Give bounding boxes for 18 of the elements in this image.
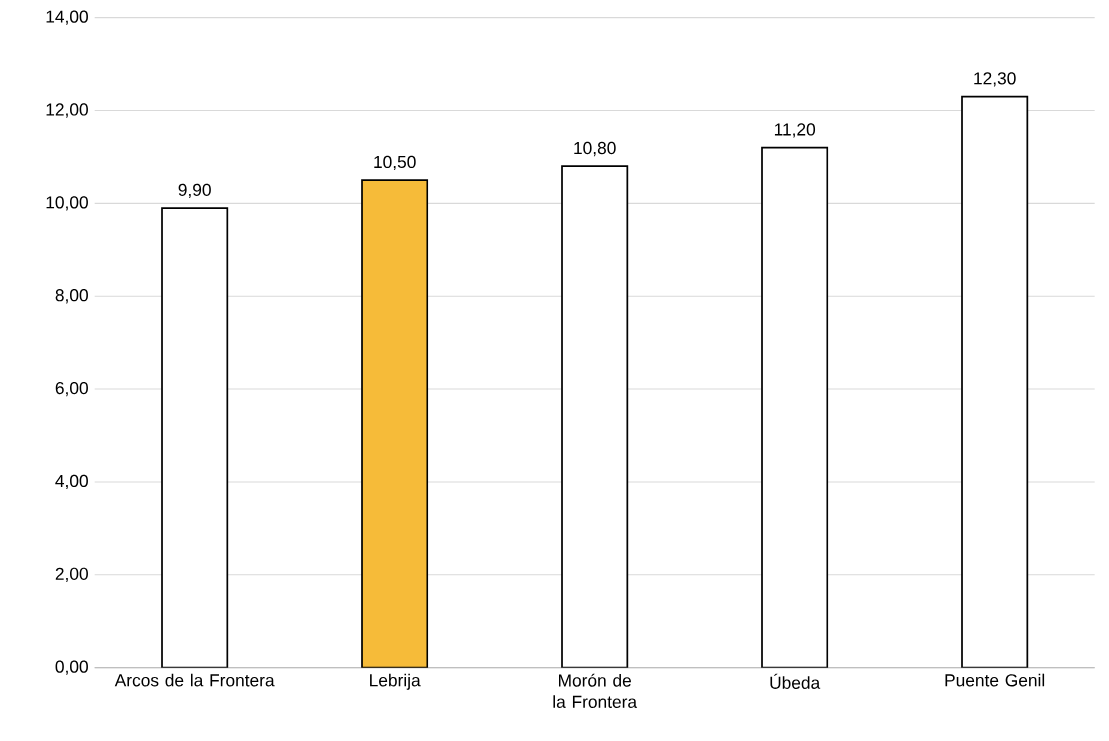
data-label: 9,90 bbox=[178, 183, 211, 198]
y-tick-label: 0,00 bbox=[55, 660, 88, 675]
y-tick-label: 10,00 bbox=[46, 196, 88, 211]
x-tick-label: Úbeda bbox=[770, 673, 821, 689]
data-label: 12,30 bbox=[974, 72, 1016, 87]
data-label: 11,20 bbox=[774, 123, 816, 138]
y-tick-label: 14,00 bbox=[46, 10, 88, 25]
x-tick-label: Morón de la Frontera bbox=[553, 673, 638, 708]
data-label: 10,80 bbox=[574, 141, 616, 157]
x-tick-label: Puente Genil bbox=[945, 673, 1045, 687]
data-label: 10,50 bbox=[374, 155, 416, 171]
x-tick-label: Lebrija bbox=[370, 673, 421, 690]
y-tick-label: 2,00 bbox=[55, 567, 88, 582]
y-tick-label: 4,00 bbox=[55, 474, 88, 490]
y-tick-label: 12,00 bbox=[46, 103, 88, 118]
y-tick-label: 8,00 bbox=[55, 289, 88, 304]
y-tick-label: 6,00 bbox=[55, 381, 88, 397]
x-tick-label: Arcos de la Frontera bbox=[114, 673, 275, 687]
